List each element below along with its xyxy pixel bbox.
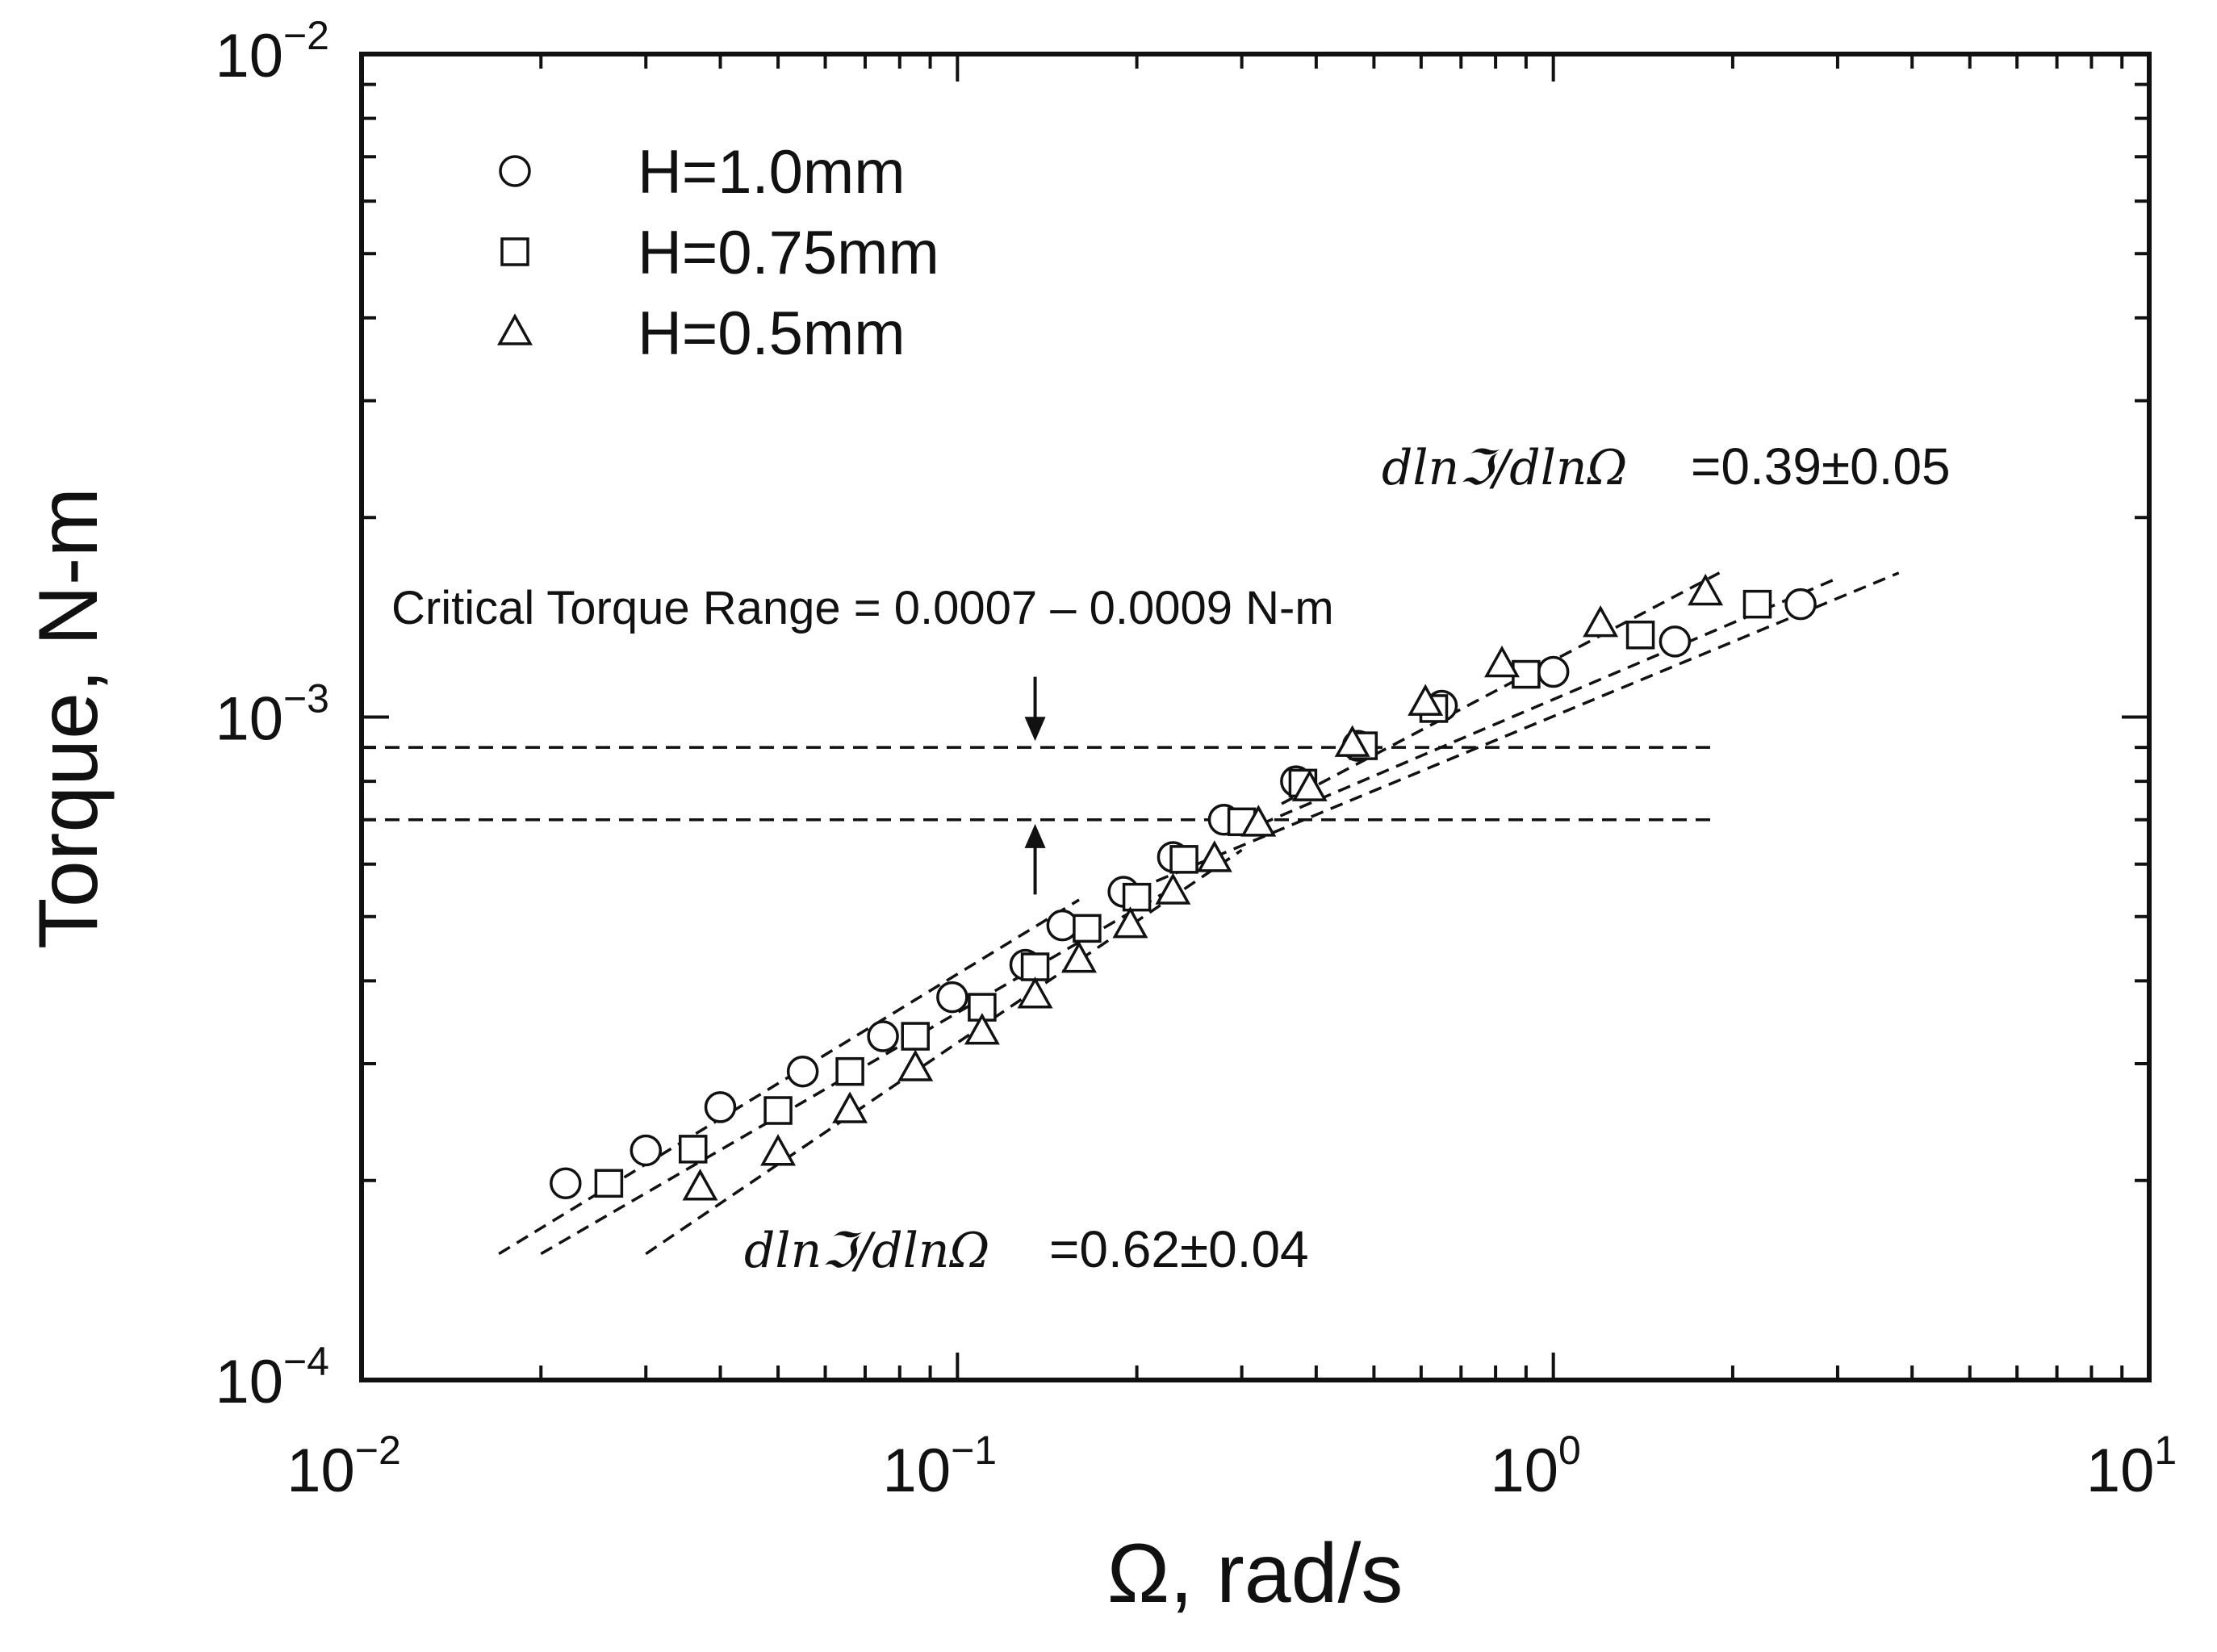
arrow-head	[1024, 717, 1046, 742]
data-point-square	[835, 1056, 864, 1086]
series-triangle	[682, 573, 1724, 1201]
legend-entry: H=1.0mm	[499, 138, 906, 207]
data-point-square	[1073, 914, 1102, 943]
data-point-circle	[1537, 655, 1570, 688]
data-point-circle	[786, 1055, 819, 1088]
data-point-triangle	[760, 1134, 797, 1166]
series-square	[594, 589, 1772, 1198]
data-point-circle	[1046, 909, 1079, 942]
arrow-head	[1024, 823, 1046, 848]
data-point-square	[1742, 589, 1772, 619]
y-tick-label: 10−4	[215, 1339, 329, 1416]
data-point-triangle	[1155, 872, 1191, 905]
slope-annotation-high: dlnℑ/dlnΩ =0.39±0.05	[1382, 437, 1951, 496]
y-axis-title: Torque, N-m	[22, 487, 115, 949]
data-point-circle	[1784, 588, 1817, 621]
x-axis-title: Ω, rad/s	[1107, 1527, 1403, 1621]
x-tick-labels: 10−2 10−1 100 101	[287, 1428, 2177, 1505]
data-point-square	[1169, 845, 1198, 874]
slope-low-math: dlnℑ/dlnΩ	[744, 1223, 989, 1279]
data-point-circle	[936, 981, 968, 1014]
legend-marker-square	[500, 237, 529, 266]
data-point-triangle	[1196, 840, 1232, 872]
critical-range-annotation: Critical Torque Range = 0.0007 – 0.0009 …	[391, 582, 1334, 634]
critical-torque-lines	[362, 746, 1713, 822]
slope-low-value: =0.62±0.04	[1049, 1220, 1309, 1278]
critical-torque-arrow	[1024, 676, 1046, 742]
legend: H=1.0mm H=0.75mm H=0.5mm	[497, 138, 939, 368]
data-point-triangle	[897, 1049, 934, 1081]
critical-torque-arrow	[1024, 823, 1046, 895]
legend-label: H=1.0mm	[638, 138, 906, 207]
data-point-triangle	[1688, 573, 1724, 606]
data-point-square	[1625, 621, 1655, 650]
data-point-square	[678, 1135, 708, 1164]
data-point-circle	[630, 1134, 663, 1167]
legend-label: H=0.75mm	[638, 219, 939, 287]
plot-frame	[359, 52, 2152, 1382]
legend-marker-triangle	[497, 313, 533, 345]
data-point-square	[901, 1022, 930, 1051]
x-tick-label: 101	[2086, 1428, 2177, 1505]
slope-annotation-low: dlnℑ/dlnΩ =0.62±0.04	[744, 1220, 1309, 1279]
data-point-triangle	[964, 1013, 1000, 1045]
data-point-triangle	[1408, 684, 1444, 716]
data-point-square	[763, 1096, 793, 1125]
y-tick-labels: 10−4 10−3 10−2	[215, 13, 329, 1416]
data-markers	[550, 573, 1817, 1201]
data-point-square	[1122, 882, 1152, 912]
legend-label: H=0.5mm	[638, 299, 906, 368]
data-point-triangle	[1240, 805, 1277, 837]
data-point-triangle	[832, 1091, 868, 1123]
data-point-square	[594, 1169, 624, 1198]
legend-marker-circle	[499, 155, 531, 187]
data-point-triangle	[1334, 725, 1370, 757]
y-tick-label: 10−2	[215, 13, 329, 90]
data-point-circle	[867, 1020, 899, 1052]
data-point-triangle	[1484, 645, 1521, 678]
data-point-triangle	[682, 1169, 718, 1201]
data-point-triangle	[1291, 769, 1328, 801]
x-tick-label: 10−2	[287, 1428, 401, 1505]
data-point-circle	[704, 1091, 737, 1123]
slope-high-value: =0.39±0.05	[1691, 437, 1951, 496]
legend-entry: H=0.5mm	[497, 299, 906, 368]
data-point-triangle	[1112, 906, 1148, 939]
y-tick-label: 10−3	[215, 676, 329, 754]
fit-line	[645, 848, 1243, 1256]
critical-torque-arrows	[1024, 676, 1046, 895]
data-point-triangle	[1061, 941, 1098, 973]
fit-line	[1240, 576, 1838, 834]
x-tick-label: 10−1	[883, 1428, 998, 1505]
x-tick-label: 100	[1490, 1428, 1580, 1505]
data-point-triangle	[1583, 605, 1619, 638]
data-point-circle	[1659, 625, 1692, 658]
data-point-triangle	[1017, 977, 1053, 1009]
slope-high-math: dlnℑ/dlnΩ	[1382, 440, 1627, 496]
legend-entry: H=0.75mm	[500, 219, 939, 287]
data-point-circle	[550, 1167, 582, 1200]
data-point-square	[1020, 952, 1050, 981]
